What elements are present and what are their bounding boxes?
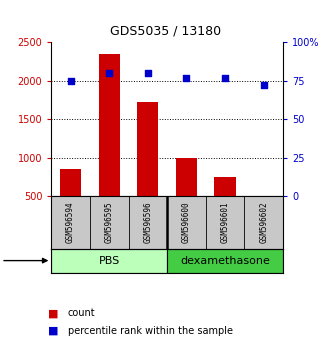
Bar [137, 102, 159, 234]
Text: ■: ■ [48, 326, 58, 336]
Text: GSM596601: GSM596601 [220, 201, 230, 243]
Text: GSM596595: GSM596595 [105, 201, 114, 243]
Bar [167, 249, 283, 273]
Bar [253, 196, 274, 234]
Text: GDS5035 / 13180: GDS5035 / 13180 [110, 25, 221, 38]
Text: count: count [68, 308, 95, 318]
Text: GSM596602: GSM596602 [259, 201, 268, 243]
Text: GSM596596: GSM596596 [143, 201, 152, 243]
Point [145, 70, 151, 76]
Text: dexamethasone: dexamethasone [180, 256, 270, 266]
Point [222, 75, 228, 81]
Bar [51, 249, 167, 273]
Text: GSM596594: GSM596594 [66, 201, 75, 243]
Point [68, 78, 73, 84]
Text: ■: ■ [48, 308, 58, 318]
Bar [60, 169, 81, 234]
Point [184, 75, 189, 81]
Point [107, 70, 112, 76]
Bar [176, 158, 197, 234]
Text: percentile rank within the sample: percentile rank within the sample [68, 326, 233, 336]
Bar [99, 54, 120, 234]
Text: GSM596600: GSM596600 [182, 201, 191, 243]
Text: PBS: PBS [99, 256, 120, 266]
Bar [214, 177, 236, 234]
Point [261, 82, 266, 88]
